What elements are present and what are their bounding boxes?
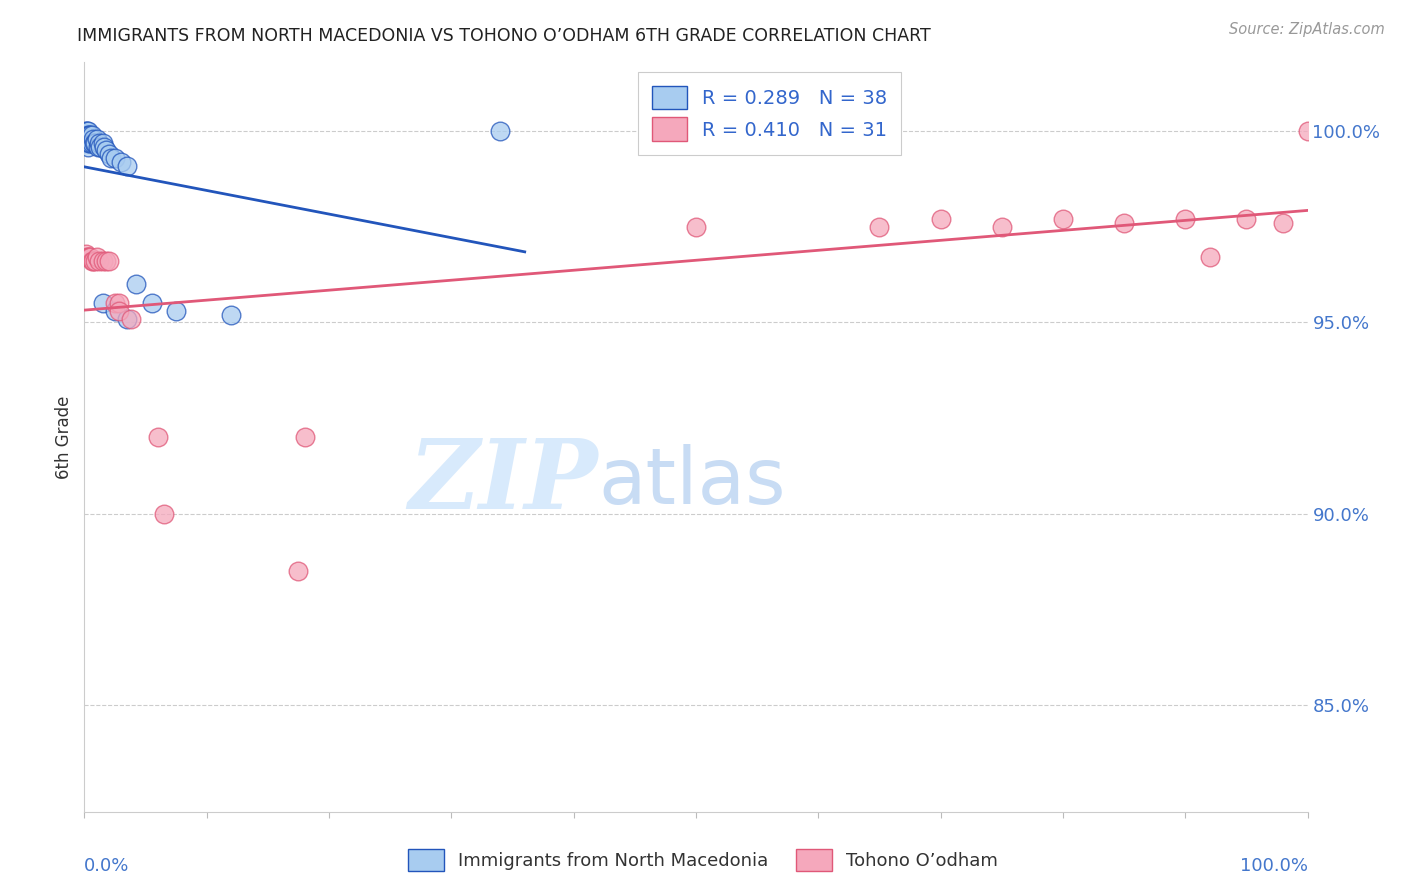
Text: 100.0%: 100.0%	[1240, 856, 1308, 875]
Legend: Immigrants from North Macedonia, Tohono O’odham: Immigrants from North Macedonia, Tohono …	[401, 842, 1005, 879]
Point	[104, 296, 127, 310]
Point	[685, 219, 707, 234]
Point	[91, 136, 114, 150]
Point	[77, 124, 100, 138]
Point	[146, 430, 169, 444]
Point	[76, 128, 98, 142]
Point	[219, 308, 242, 322]
Point	[87, 139, 110, 153]
Point	[82, 132, 104, 146]
Point	[1198, 251, 1220, 265]
Point	[82, 254, 104, 268]
Point	[91, 296, 114, 310]
Text: ZIP: ZIP	[409, 435, 598, 529]
Point	[929, 212, 952, 227]
Point	[77, 128, 100, 142]
Point	[80, 128, 103, 142]
Y-axis label: 6th Grade: 6th Grade	[55, 395, 73, 479]
Point	[97, 147, 120, 161]
Point	[1174, 212, 1197, 227]
Point	[80, 136, 103, 150]
Point	[115, 311, 138, 326]
Text: Source: ZipAtlas.com: Source: ZipAtlas.com	[1229, 22, 1385, 37]
Point	[91, 254, 114, 268]
Point	[75, 124, 97, 138]
Point	[77, 132, 100, 146]
Point	[869, 219, 891, 234]
Point	[1114, 216, 1136, 230]
Point	[115, 159, 138, 173]
Point	[77, 136, 100, 150]
Point	[120, 311, 142, 326]
Point	[165, 304, 187, 318]
Point	[76, 124, 98, 138]
Point	[86, 251, 108, 265]
Point	[77, 251, 100, 265]
Point	[93, 139, 115, 153]
Point	[79, 136, 101, 150]
Point	[96, 254, 118, 268]
Point	[1236, 212, 1258, 227]
Point	[75, 246, 97, 260]
Text: IMMIGRANTS FROM NORTH MACEDONIA VS TOHONO O’ODHAM 6TH GRADE CORRELATION CHART: IMMIGRANTS FROM NORTH MACEDONIA VS TOHON…	[77, 27, 931, 45]
Point	[76, 251, 98, 265]
Point	[97, 254, 120, 268]
Point	[1296, 124, 1319, 138]
Text: atlas: atlas	[598, 444, 786, 520]
Point	[110, 154, 132, 169]
Point	[79, 128, 101, 142]
Point	[1272, 216, 1295, 230]
Point	[1052, 212, 1074, 227]
Point	[84, 254, 107, 268]
Point	[294, 430, 316, 444]
Point	[86, 132, 108, 146]
Point	[125, 277, 148, 292]
Point	[104, 304, 127, 318]
Point	[80, 254, 103, 268]
Point	[77, 251, 100, 265]
Point	[153, 507, 176, 521]
Point	[77, 128, 100, 142]
Point	[96, 144, 118, 158]
Point	[107, 304, 129, 318]
Point	[76, 136, 98, 150]
Point	[87, 136, 110, 150]
Point	[87, 254, 110, 268]
Point	[79, 251, 101, 265]
Point	[100, 151, 122, 165]
Point	[83, 136, 105, 150]
Point	[489, 124, 512, 138]
Text: 0.0%: 0.0%	[84, 856, 129, 875]
Point	[75, 132, 97, 146]
Point	[287, 564, 309, 578]
Point	[84, 136, 107, 150]
Point	[107, 296, 129, 310]
Point	[77, 139, 100, 153]
Legend: R = 0.289   N = 38, R = 0.410   N = 31: R = 0.289 N = 38, R = 0.410 N = 31	[638, 72, 901, 154]
Point	[89, 139, 111, 153]
Point	[141, 296, 163, 310]
Point	[104, 151, 127, 165]
Point	[991, 219, 1014, 234]
